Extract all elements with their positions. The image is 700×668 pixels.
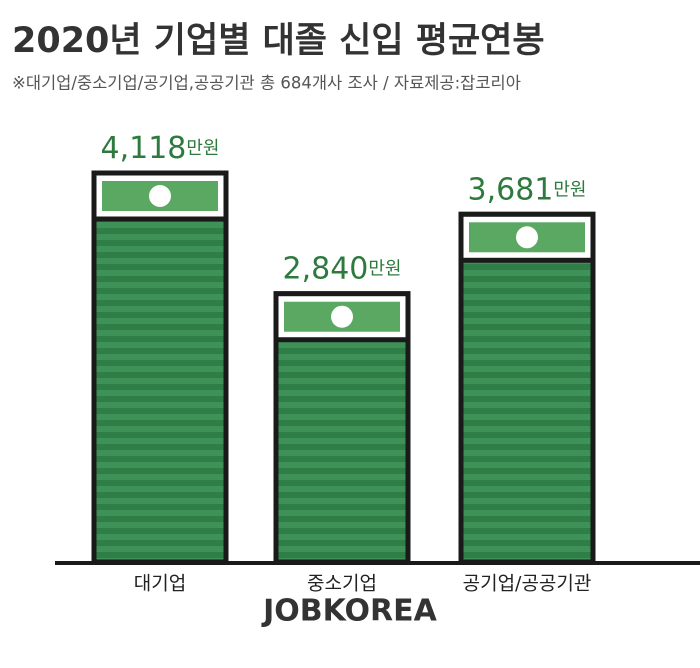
value-label: 2,840만원 — [282, 251, 401, 286]
money-coin — [331, 305, 353, 328]
x-tick-label: 대기업 — [134, 573, 186, 595]
money-coin — [149, 185, 171, 207]
source-logo: JOBKOREA — [261, 594, 438, 629]
value-label: 3,681만원 — [467, 172, 586, 207]
value-number: 2,840 — [282, 251, 368, 286]
chart-subtitle: ※대기업/중소기업/공기업,공공기관 총 684개사 조사 / 자료제공:잡코리… — [12, 74, 521, 93]
money-coin — [516, 226, 538, 249]
value-unit: 만원 — [553, 179, 586, 200]
bar — [458, 211, 596, 565]
value-number: 3,681 — [467, 172, 553, 207]
chart-title: 2020년 기업별 대졸 신입 평균연봉 — [12, 21, 545, 61]
value-unit: 만원 — [186, 138, 219, 159]
bar — [91, 170, 229, 565]
x-tick-label: 공기업/공공기관 — [463, 573, 592, 595]
x-tick-label: 중소기업 — [307, 573, 377, 595]
value-number: 4,118 — [100, 131, 186, 166]
value-label: 4,118만원 — [100, 131, 219, 166]
value-unit: 만원 — [368, 259, 401, 280]
